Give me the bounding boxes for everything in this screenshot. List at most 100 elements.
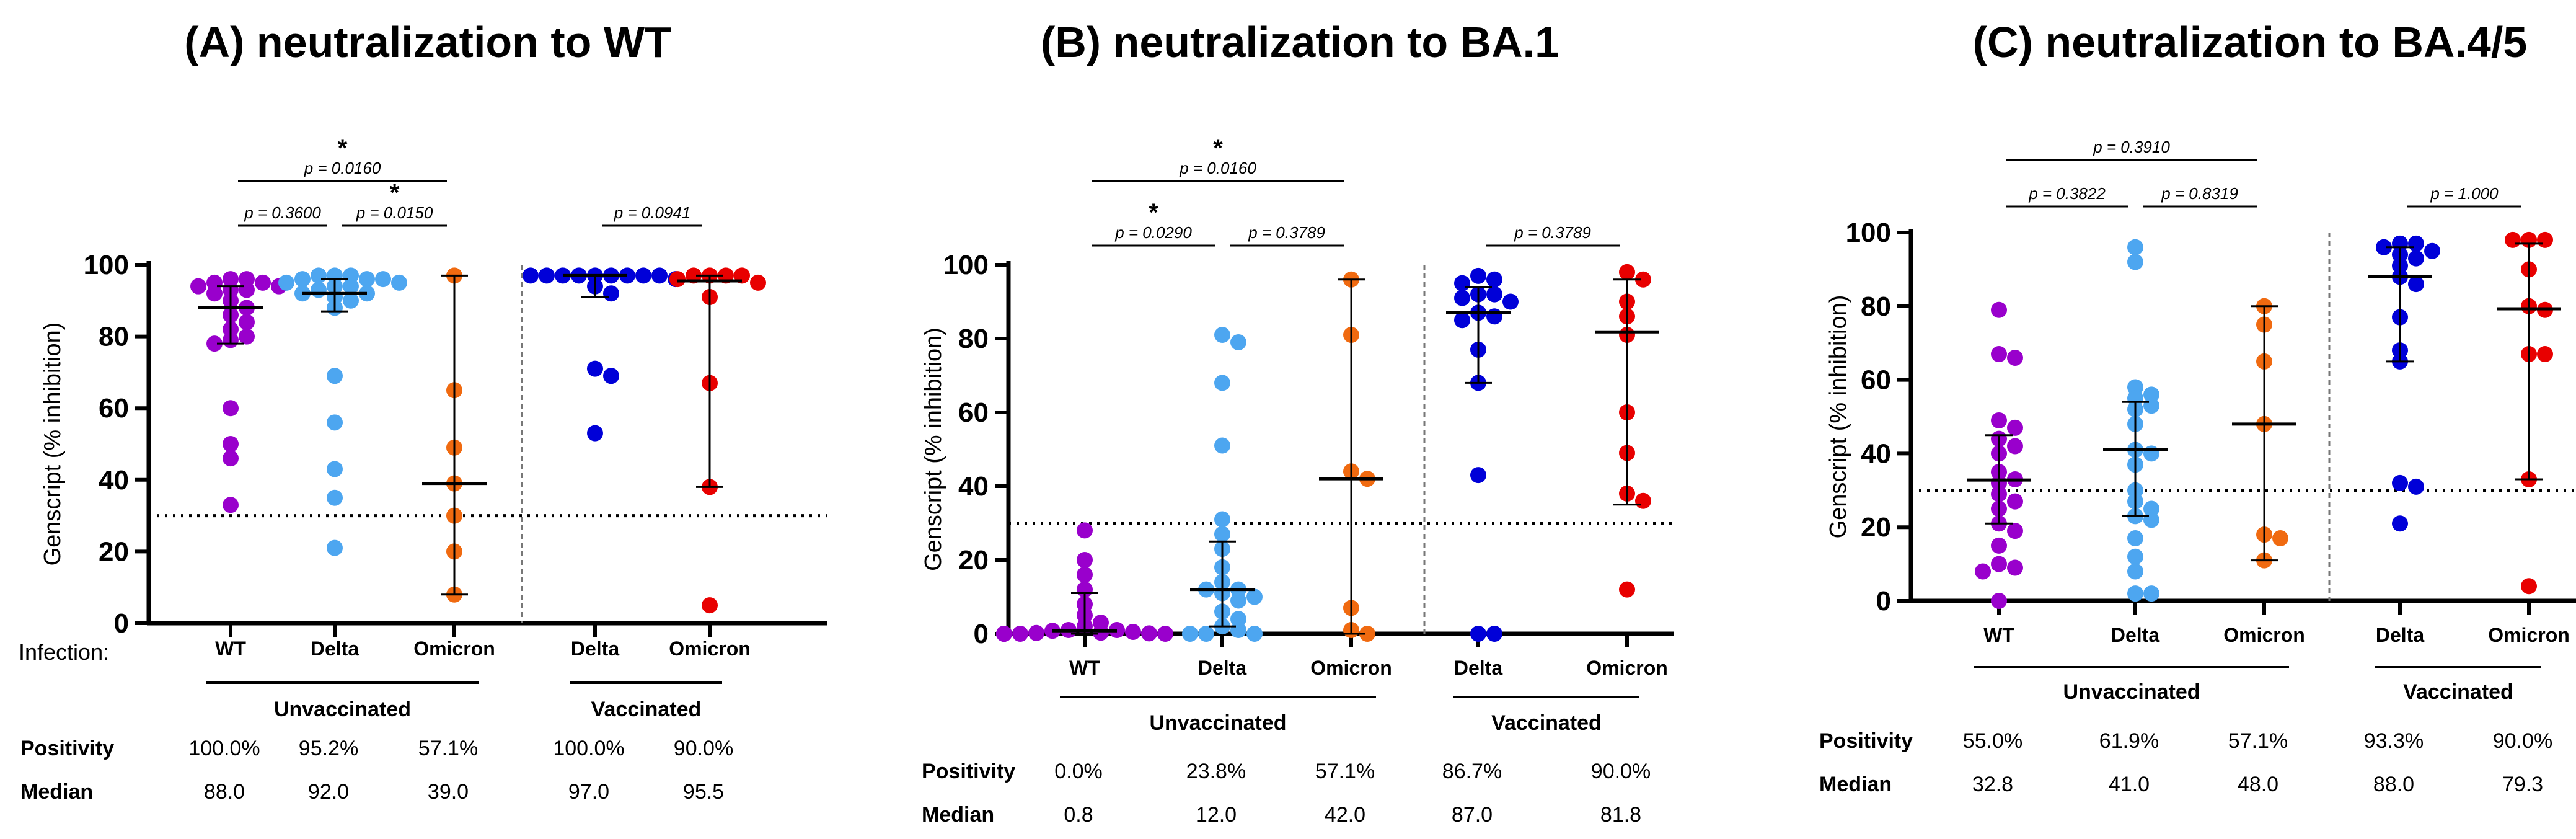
x-tick-label: Delta <box>311 637 359 660</box>
y-tick-label: 60 <box>958 397 989 428</box>
chart-title: (A) neutralization to WT <box>184 18 671 66</box>
data-point <box>2143 445 2159 462</box>
data-point <box>2505 231 2521 248</box>
data-point <box>2007 438 2023 455</box>
data-point <box>1470 267 1486 284</box>
data-point <box>587 425 603 442</box>
data-point <box>239 314 255 331</box>
data-point <box>1635 492 1651 509</box>
chart-panel-1: (A) neutralization to WT Genscript (% inh… <box>19 18 827 804</box>
data-point <box>1230 622 1246 639</box>
data-point <box>1077 566 1093 583</box>
data-point <box>255 274 271 291</box>
data-point <box>539 267 555 284</box>
data-point <box>2537 346 2553 363</box>
p-value-label: p = 0.0941 <box>614 203 691 222</box>
data-point <box>2007 419 2023 436</box>
p-value-label: p = 0.3789 <box>1248 223 1325 242</box>
data-point <box>2537 231 2553 248</box>
data-point <box>1454 290 1470 306</box>
data-point <box>1635 271 1651 288</box>
data-point <box>1470 467 1486 484</box>
data-point <box>327 461 343 477</box>
p-value-label: p = 0.3789 <box>1514 223 1591 242</box>
data-point <box>2127 239 2143 255</box>
data-point <box>603 285 619 302</box>
data-point <box>2143 512 2159 528</box>
infection-label: Infection: <box>19 639 109 665</box>
data-point <box>223 497 239 513</box>
data-point <box>635 267 651 284</box>
p-value-label: p = 0.0160 <box>1179 159 1256 177</box>
data-point <box>1214 437 1230 454</box>
p-value-label: p = 0.3910 <box>2093 138 2170 156</box>
data-point <box>1486 308 1502 325</box>
data-point <box>651 267 668 284</box>
data-point <box>1214 327 1230 344</box>
data-point <box>702 597 718 614</box>
data-point <box>2408 250 2424 267</box>
positivity-value: 23.8% <box>1186 760 1246 783</box>
data-point <box>2007 523 2023 539</box>
positivity-value: 57.1% <box>418 737 478 760</box>
positivity-value: 100.0% <box>188 737 260 760</box>
significance-star: * <box>390 179 400 206</box>
positivity-value: 90.0% <box>2493 729 2552 753</box>
p-value-label: p = 1.000 <box>2430 184 2499 203</box>
data-point <box>2143 386 2159 403</box>
p-value-label: p = 0.3600 <box>244 203 321 222</box>
vaccinated-label: Vaccinated <box>1491 711 1602 735</box>
y-tick-label: 80 <box>958 324 989 354</box>
x-tick-label: WT <box>215 637 246 660</box>
vaccinated-label: Vaccinated <box>591 698 702 721</box>
data-point <box>375 271 391 288</box>
data-point <box>2408 276 2424 293</box>
data-point <box>603 368 619 384</box>
data-point <box>2521 578 2537 595</box>
y-tick-label: 20 <box>1861 512 1891 543</box>
data-point <box>2392 515 2408 532</box>
data-point <box>294 271 311 288</box>
data-point <box>1077 522 1093 539</box>
data-point <box>1991 556 2007 572</box>
unvaccinated-label: Unvaccinated <box>2063 680 2200 704</box>
data-point <box>2376 239 2392 255</box>
median-value: 48.0 <box>2238 773 2278 796</box>
data-point <box>2143 500 2159 517</box>
chart-panel-3: (C) neutralization to BA.4/5 Genscript (%… <box>1819 18 2576 796</box>
data-point <box>2408 235 2424 252</box>
p-value-label: p = 0.3822 <box>2028 184 2106 203</box>
significance-star: * <box>1149 199 1158 226</box>
data-point <box>2127 379 2143 396</box>
median-value: 41.0 <box>2109 773 2150 796</box>
data-point <box>750 274 766 291</box>
median-value: 0.8 <box>1064 803 1093 827</box>
data-point <box>1991 537 2007 554</box>
data-point <box>359 271 375 288</box>
data-point <box>1182 626 1198 642</box>
positivity-value: 86.7% <box>1442 760 1502 783</box>
positivity-value: 93.3% <box>2364 729 2424 753</box>
y-axis-label: Genscript (% inhibition) <box>1825 295 1851 539</box>
y-tick-label: 40 <box>958 471 989 502</box>
x-tick-label: Omicron <box>413 637 495 660</box>
data-point <box>343 278 359 295</box>
data-point <box>2408 478 2424 495</box>
median-value: 97.0 <box>568 780 609 804</box>
x-tick-label: Delta <box>1198 657 1246 679</box>
data-point <box>190 278 206 295</box>
data-point <box>1991 346 2007 363</box>
median-value: 79.3 <box>2502 773 2543 796</box>
data-point <box>1157 626 1173 642</box>
y-axis-label: Genscript (% inhibition) <box>920 327 946 571</box>
significance-star: * <box>1213 135 1223 162</box>
data-point <box>1077 552 1093 568</box>
data-point <box>2143 585 2159 602</box>
data-point <box>1214 375 1230 391</box>
unvaccinated-label: Unvaccinated <box>274 698 411 721</box>
data-point <box>2127 254 2143 270</box>
data-point <box>223 436 239 452</box>
data-point <box>1246 626 1263 642</box>
y-tick-label: 100 <box>943 250 989 280</box>
